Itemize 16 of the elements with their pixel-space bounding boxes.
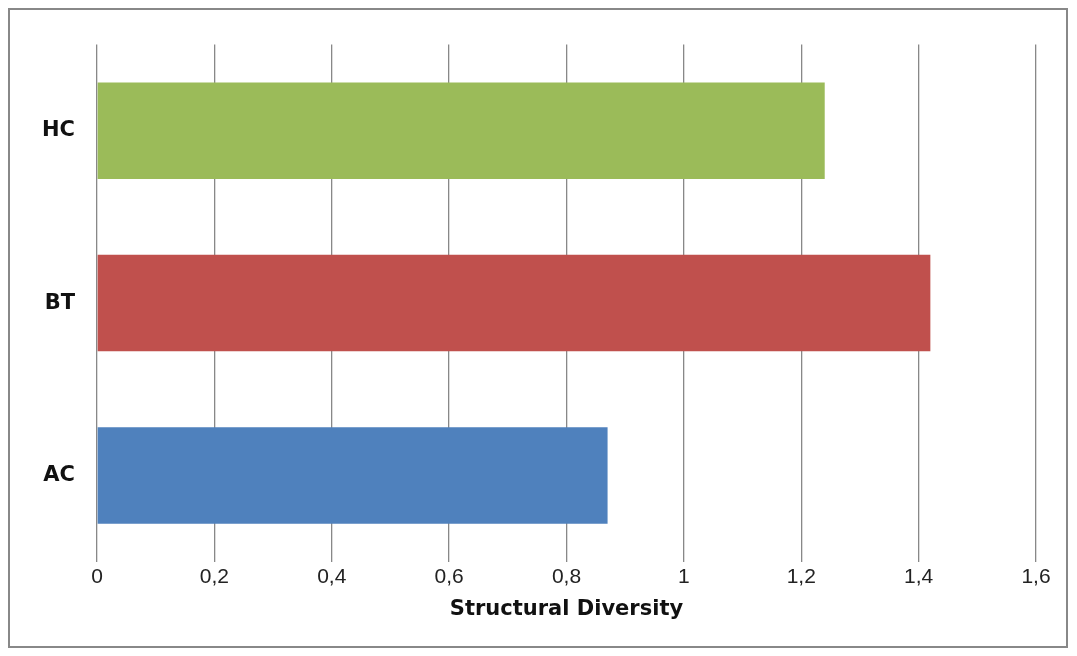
x-tick-label: 0 (91, 564, 103, 587)
x-tick-label: 0,6 (434, 564, 464, 587)
bar (97, 82, 825, 180)
bar (97, 254, 931, 352)
x-tick-label: 1,4 (904, 564, 934, 587)
x-tick-label: 0,2 (199, 564, 229, 587)
y-tick-label: BT (44, 289, 76, 314)
x-axis-title: Structural Diversity (449, 595, 684, 620)
x-tick-label: 0,8 (551, 564, 582, 587)
x-tick-label: 1 (678, 564, 690, 587)
y-tick-label: HC (41, 117, 75, 142)
bar (97, 427, 608, 524)
x-tick-label: 1,6 (1021, 564, 1051, 587)
x-tick-label: 1,2 (786, 564, 816, 587)
x-tick-label: 0,4 (317, 564, 347, 587)
y-tick-label: AC (43, 461, 75, 486)
